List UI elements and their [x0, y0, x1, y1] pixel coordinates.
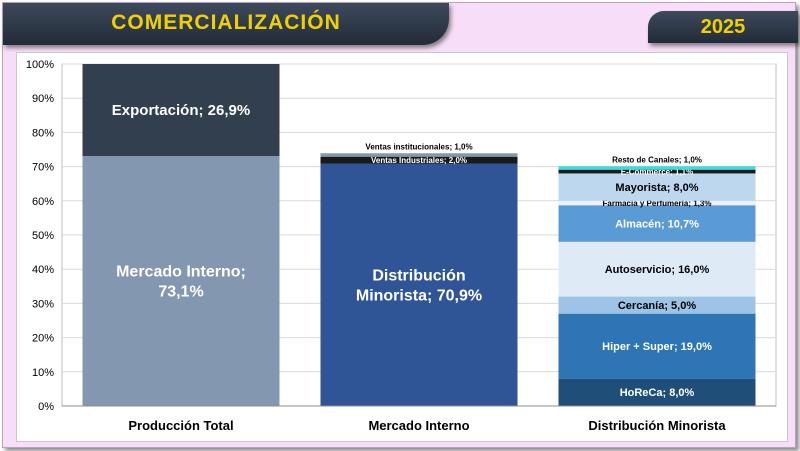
- y-tick-label: 70%: [32, 162, 54, 174]
- data-label: Hiper + Super; 19,0%: [602, 341, 712, 353]
- data-label: Exportación; 26,9%: [112, 102, 250, 119]
- y-tick-label: 20%: [32, 333, 54, 345]
- bar-segment: [558, 166, 756, 170]
- data-label: Ventas institucionales; 1,0%: [365, 142, 472, 151]
- y-tick-label: 100%: [26, 59, 54, 71]
- bar-segment: [82, 64, 280, 156]
- bar-segment: [320, 156, 518, 164]
- data-label: Distribución: [372, 267, 465, 284]
- data-label: Ventas Industriales; 2,0%: [371, 156, 467, 165]
- data-label: Cercanía; 5,0%: [618, 300, 696, 312]
- x-category-label: Producción Total: [128, 418, 233, 433]
- y-tick-label: 60%: [32, 196, 54, 208]
- bar-segment: [558, 378, 756, 406]
- year-label: 2025: [700, 16, 746, 38]
- bar-segment: [558, 173, 756, 201]
- data-label: Farmacia y Perfumería; 1,3%: [603, 199, 712, 208]
- bar-segment: [558, 169, 756, 174]
- data-label: 73,1%: [158, 284, 203, 301]
- bar-segment: [558, 205, 756, 242]
- bar-segment: [82, 155, 280, 406]
- y-tick-label: 90%: [32, 93, 54, 105]
- bar-segment: [558, 313, 756, 379]
- data-label: HoReCa; 8,0%: [620, 387, 695, 399]
- y-tick-label: 80%: [32, 127, 54, 139]
- data-label: Minorista; 70,9%: [356, 287, 482, 304]
- y-tick-label: 40%: [32, 264, 54, 276]
- page-title: COMERCIALIZACIÓN: [111, 11, 341, 34]
- year-banner: 2025: [648, 11, 798, 43]
- y-tick-label: 10%: [32, 367, 54, 379]
- data-label: Autoservicio; 16,0%: [605, 264, 710, 276]
- bar-segment: [320, 153, 518, 157]
- bar-segment: [558, 200, 756, 206]
- x-category-label: Distribución Minorista: [588, 418, 726, 433]
- bar-segment: [320, 163, 518, 406]
- title-banner: COMERCIALIZACIÓN: [3, 3, 449, 45]
- y-tick-label: 0%: [38, 401, 54, 413]
- y-tick-label: 30%: [32, 298, 54, 310]
- bar-segment: [558, 241, 756, 297]
- data-label: Almacén; 10,7%: [615, 218, 699, 230]
- data-label: E-Commerce; 1,1%: [621, 167, 693, 176]
- data-label: Mayorista; 8,0%: [615, 182, 698, 194]
- data-label: Mercado Interno;: [116, 264, 246, 281]
- data-label: Resto de Canales; 1,0%: [612, 155, 702, 164]
- y-tick-label: 50%: [32, 230, 54, 242]
- bar-segment: [558, 296, 756, 314]
- x-category-label: Mercado Interno: [368, 418, 469, 433]
